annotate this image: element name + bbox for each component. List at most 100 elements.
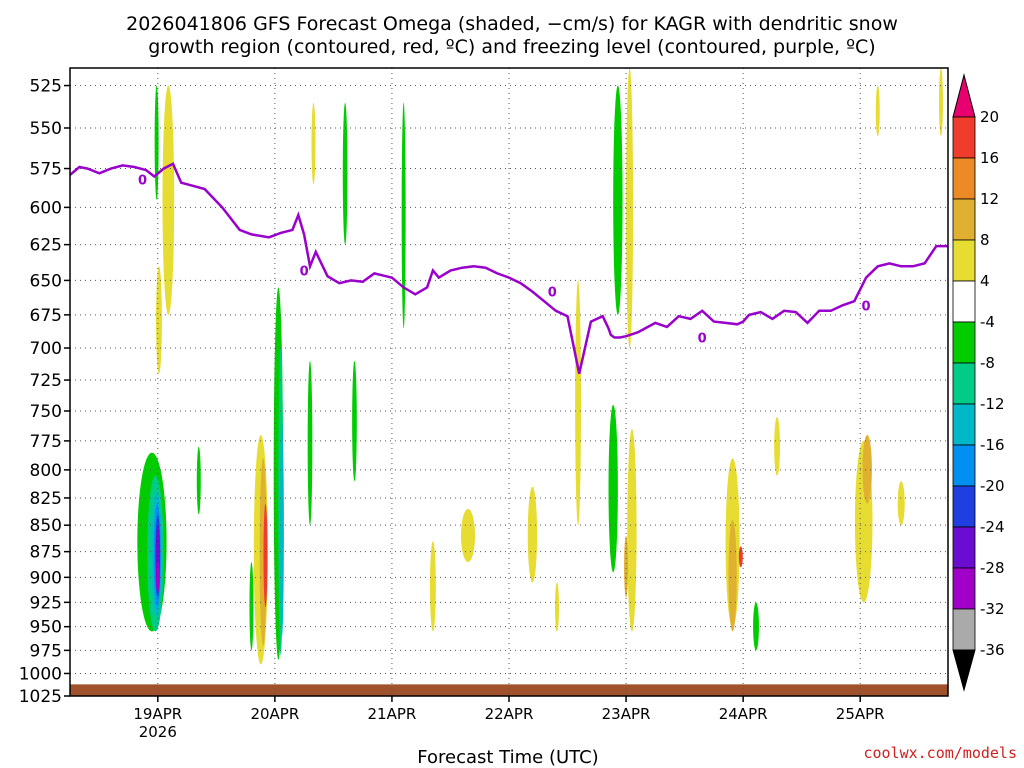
- colorbar-tick-label: 16: [980, 149, 999, 167]
- contour-label: 0: [698, 332, 707, 347]
- grid-lines: [70, 68, 948, 697]
- omega-region: [263, 503, 268, 608]
- colorbar-tick-label: 12: [980, 190, 999, 208]
- x-tick-sublabel: 2026: [139, 723, 177, 741]
- colorbar-tick-label: -8: [980, 354, 995, 372]
- omega-region: [342, 102, 348, 245]
- colorbar-segment: [952, 608, 976, 651]
- colorbar-segment: [952, 444, 976, 487]
- omega-shading: [137, 68, 943, 665]
- colorbar-tick-label: -28: [980, 559, 1005, 577]
- plot-frame: [69, 67, 949, 697]
- colorbar-tick-label: -24: [980, 518, 1005, 536]
- omega-region: [352, 360, 357, 482]
- colorbar-tick-label: -32: [980, 600, 1005, 618]
- y-tick-label: 925: [30, 593, 62, 613]
- colorbar-segment: [952, 362, 976, 405]
- colorbar-cap-bottom: [952, 649, 976, 692]
- contour-label: 0: [862, 299, 871, 314]
- omega-region: [156, 266, 162, 374]
- chart-title-line-1: 2026041806 GFS Forecast Omega (shaded, −…: [126, 13, 898, 35]
- y-tick-label: 775: [30, 432, 62, 452]
- colorbar: 20 16 12 8 4 -4 -8 -12 -16 -20 -24 -28 -32 -36: [952, 73, 1005, 692]
- colorbar-segment: [952, 239, 976, 282]
- omega-region: [613, 85, 623, 315]
- omega-region: [279, 423, 284, 637]
- omega-region: [728, 519, 737, 632]
- omega-region: [196, 446, 201, 515]
- y-tick-label: 875: [30, 543, 62, 563]
- y-tick-label: 1000: [19, 664, 62, 684]
- chart-title-line-2: growth region (contoured, red, ºC) and f…: [148, 36, 875, 58]
- colorbar-tick-label: -4: [980, 313, 995, 331]
- omega-region: [401, 102, 406, 329]
- omega-region: [162, 85, 175, 315]
- omega-region: [155, 562, 160, 593]
- omega-region: [608, 404, 618, 573]
- colorbar-tick-label: -12: [980, 395, 1005, 413]
- y-tick-label: 1025: [19, 687, 62, 707]
- omega-region: [554, 582, 559, 632]
- colorbar-tick-label: 8: [980, 231, 990, 249]
- x-axis-title: Forecast Time (UTC): [417, 747, 598, 768]
- colorbar-segment: [952, 157, 976, 200]
- y-tick-label: 700: [30, 339, 62, 359]
- y-tick-label: 675: [30, 306, 62, 326]
- x-tick-label: 25APR: [836, 705, 885, 723]
- contour-label: 0: [548, 286, 557, 301]
- omega-region: [897, 481, 905, 526]
- contour-label: 0: [138, 174, 147, 189]
- omega-region: [461, 508, 476, 563]
- omega-region: [311, 102, 316, 185]
- x-tick-label: 24APR: [719, 705, 768, 723]
- omega-region: [753, 602, 759, 651]
- colorbar-segment: [952, 526, 976, 569]
- colorbar-segment: [952, 485, 976, 528]
- contour-labels: 0 0 0 0 0: [138, 174, 871, 347]
- omega-region: [627, 429, 637, 632]
- y-tick-label: 800: [30, 461, 62, 481]
- omega-region: [307, 360, 313, 526]
- x-tick-label: 21APR: [368, 705, 417, 723]
- x-tick-label: 20APR: [250, 705, 299, 723]
- y-tick-label: 900: [30, 568, 62, 588]
- colorbar-segment: [952, 116, 976, 159]
- y-tick-label: 625: [30, 236, 62, 256]
- y-tick-label: 650: [30, 271, 62, 291]
- omega-region: [429, 541, 436, 632]
- colorbar-segment: [952, 567, 976, 610]
- omega-region: [774, 417, 781, 476]
- y-tick-label: 950: [30, 618, 62, 638]
- omega-region: [249, 562, 254, 651]
- contour-label: 0: [300, 265, 309, 280]
- omega-region: [154, 85, 159, 200]
- omega-region: [875, 85, 880, 137]
- y-tick-label: 850: [30, 516, 62, 536]
- colorbar-segment: [952, 198, 976, 241]
- terrain-fill: [70, 684, 948, 696]
- colorbar-tick-label: 20: [980, 108, 999, 126]
- omega-region: [862, 434, 872, 504]
- x-tick-label: 23APR: [602, 705, 651, 723]
- y-tick-label: 600: [30, 198, 62, 218]
- y-tick-label: 525: [30, 77, 62, 97]
- colorbar-segment: [952, 321, 976, 364]
- y-axis: 525 550 575 600 625 650 675 700 725 750 775 800 825 8…: [19, 77, 70, 707]
- colorbar-segment: [952, 403, 976, 446]
- y-tick-label: 575: [30, 160, 62, 180]
- colorbar-cap-top: [952, 73, 976, 118]
- y-tick-label: 550: [30, 119, 62, 139]
- y-tick-label: 825: [30, 489, 62, 509]
- x-tick-label: 19APR: [133, 705, 182, 723]
- omega-region: [626, 68, 634, 349]
- credit-link[interactable]: coolwx.com/models: [863, 744, 1017, 762]
- colorbar-tick-label: -16: [980, 436, 1005, 454]
- colorbar-tick-label: -20: [980, 477, 1005, 495]
- omega-region: [527, 486, 538, 583]
- x-tick-label: 22APR: [485, 705, 534, 723]
- colorbar-tick-label: -36: [980, 641, 1005, 659]
- y-tick-label: 750: [30, 402, 62, 422]
- freezing-level-line: [69, 162, 948, 374]
